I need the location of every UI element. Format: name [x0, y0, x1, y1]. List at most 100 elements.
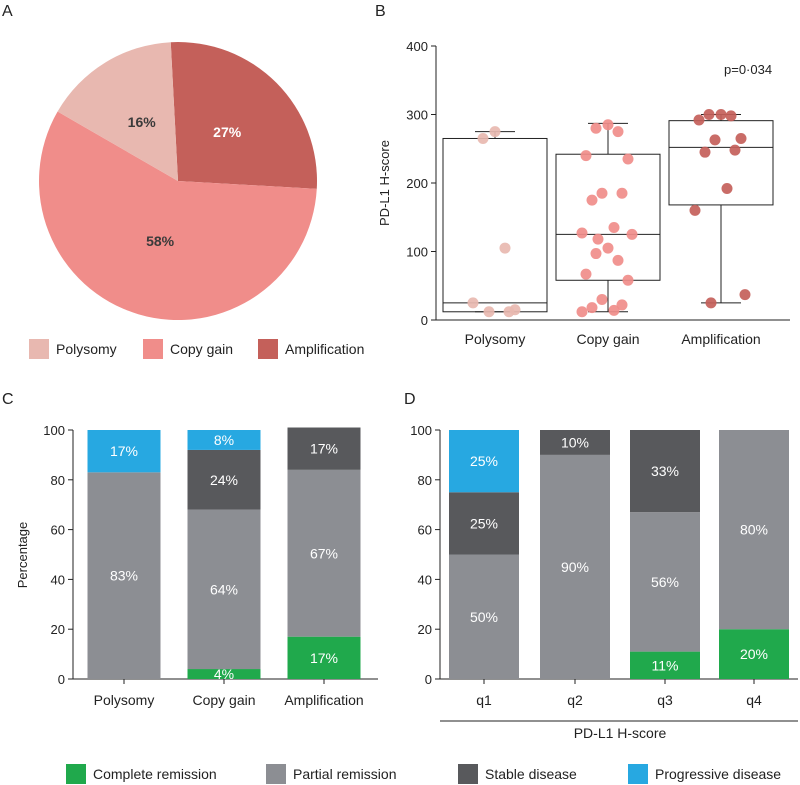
data-point-copy-gain — [612, 126, 624, 138]
data-point-amplification — [715, 109, 727, 120]
y-tick-label: 80 — [51, 473, 65, 488]
bar-stable-disease-q3 — [630, 430, 700, 513]
bar-value-label: 20% — [740, 646, 768, 662]
bar-complete-remission-amplification — [287, 636, 361, 679]
data-point-copy-gain — [608, 304, 620, 316]
bar-value-label: 17% — [310, 650, 338, 666]
data-point-amplification — [705, 297, 717, 309]
data-point-polysomy — [489, 126, 501, 138]
y-tick-label: 20 — [51, 622, 65, 637]
legend-label-progressive-disease: Progressive disease — [655, 766, 781, 782]
bar-value-label: 11% — [652, 657, 679, 673]
bar-partial-remission-amplification — [287, 469, 361, 637]
legend-swatch-stable-disease — [458, 764, 478, 784]
y-axis-label-hscore: PD-L1 H-score — [377, 140, 392, 226]
bar-progressive-disease-polysomy — [87, 430, 161, 473]
bar-value-label: 10% — [561, 434, 589, 450]
x-category-label-polysomy: Polysomy — [465, 331, 526, 347]
data-point-amplification — [703, 109, 715, 120]
data-point-copy-gain — [596, 187, 608, 199]
data-point-copy-gain — [626, 228, 638, 240]
bar-partial-remission-copy-gain — [187, 509, 261, 670]
box-group-copy-gain — [555, 119, 661, 318]
box-iqr — [442, 137, 548, 313]
data-point-copy-gain — [590, 122, 602, 134]
y-tick-label: 300 — [406, 108, 428, 123]
legend-label-amplification: Amplification — [285, 341, 364, 357]
y-tick-label: 40 — [51, 572, 65, 587]
data-point-copy-gain — [592, 233, 604, 245]
legend-bottom: Complete remission Partial remission Sta… — [66, 764, 781, 784]
bar-value-label: 80% — [740, 522, 768, 538]
y-tick-label: 100 — [406, 245, 428, 260]
legend-swatch-complete-remission — [66, 764, 86, 784]
y-tick-label: 80 — [418, 473, 432, 488]
data-point-copy-gain — [586, 302, 598, 314]
x-category-label-polysomy: Polysomy — [94, 692, 155, 708]
x-category-label-q2: q2 — [567, 692, 583, 708]
legend-swatch-partial-remission — [266, 764, 286, 784]
legend-swatch-copy-gain — [143, 339, 163, 359]
bar-partial-remission-q3 — [630, 512, 700, 652]
box-group-polysomy — [442, 126, 548, 318]
bar-complete-remission-q4 — [719, 629, 789, 679]
bar-value-label: 33% — [651, 463, 679, 479]
data-point-copy-gain — [586, 194, 598, 206]
panel-letter-d: D — [404, 391, 416, 408]
bar-value-label: 83% — [110, 568, 138, 584]
legend-label-complete-remission: Complete remission — [93, 766, 217, 782]
bar-progressive-disease-copy-gain — [187, 430, 261, 450]
data-point-copy-gain — [590, 248, 602, 260]
bar-value-label: 67% — [310, 545, 338, 561]
data-point-copy-gain — [580, 150, 592, 162]
panel-letter-b: B — [375, 3, 386, 20]
data-point-copy-gain — [580, 268, 592, 280]
data-point-amplification — [739, 289, 751, 301]
bar-value-label: 4% — [214, 666, 234, 682]
pie-slice-amplification — [170, 41, 318, 189]
bar-stable-disease-amplification — [287, 427, 361, 470]
data-point-amplification — [735, 132, 747, 144]
panel-letter-a: A — [2, 3, 13, 20]
pie-slice-copy-gain — [39, 111, 317, 321]
data-point-copy-gain — [608, 222, 620, 234]
bar-value-label: 25% — [470, 453, 498, 469]
data-point-copy-gain — [576, 306, 588, 318]
bar-value-label: 64% — [210, 581, 238, 597]
x-category-label-amplification: Amplification — [284, 692, 363, 708]
legend-swatch-polysomy — [29, 339, 49, 359]
y-tick-label: 100 — [43, 423, 65, 438]
y-tick-label: 200 — [406, 176, 428, 191]
data-point-copy-gain — [612, 254, 624, 266]
legend-label-copy-gain: Copy gain — [170, 341, 233, 357]
stacked-bar-chart-c: Percentage 0 20 40 60 80 100 Polysomy 83% 17% Cop… — [15, 423, 378, 708]
bar-value-label: 17% — [310, 441, 338, 457]
data-point-amplification — [699, 146, 711, 158]
stacked-bar-chart-d: PD-L1 H-score 0 20 40 60 80 100 q1 50% 25% 25% q2 9… — [410, 423, 798, 741]
bar-partial-remission-q4 — [719, 430, 789, 630]
y-tick-label: 0 — [58, 672, 65, 687]
y-tick-label: 100 — [410, 423, 432, 438]
pie-label-copy-gain: 58% — [146, 233, 175, 249]
panel-letter-c: C — [2, 391, 14, 408]
data-point-polysomy — [483, 306, 495, 318]
bar-value-label: 56% — [651, 574, 679, 590]
y-axis-label-percentage: Percentage — [15, 522, 30, 589]
legend-label-partial-remission: Partial remission — [293, 766, 396, 782]
y-tick-label: 0 — [425, 672, 432, 687]
data-point-polysomy — [467, 297, 479, 309]
bar-partial-remission-q1 — [449, 554, 519, 679]
legend-label-stable-disease: Stable disease — [485, 766, 577, 782]
data-point-polysomy — [477, 132, 489, 144]
box-plot: PD-L1 H-score p=0·034 0 100 200 300 400 Polys… — [377, 39, 790, 347]
y-tick-label: 60 — [418, 523, 432, 538]
data-point-copy-gain — [616, 299, 628, 311]
data-point-copy-gain — [596, 293, 608, 305]
data-point-copy-gain — [576, 227, 588, 239]
x-axis-label-hscore: PD-L1 H-score — [574, 725, 667, 741]
box-iqr — [668, 120, 774, 206]
data-point-amplification — [729, 144, 741, 156]
data-point-copy-gain — [616, 187, 628, 199]
y-tick-label: 60 — [51, 523, 65, 538]
